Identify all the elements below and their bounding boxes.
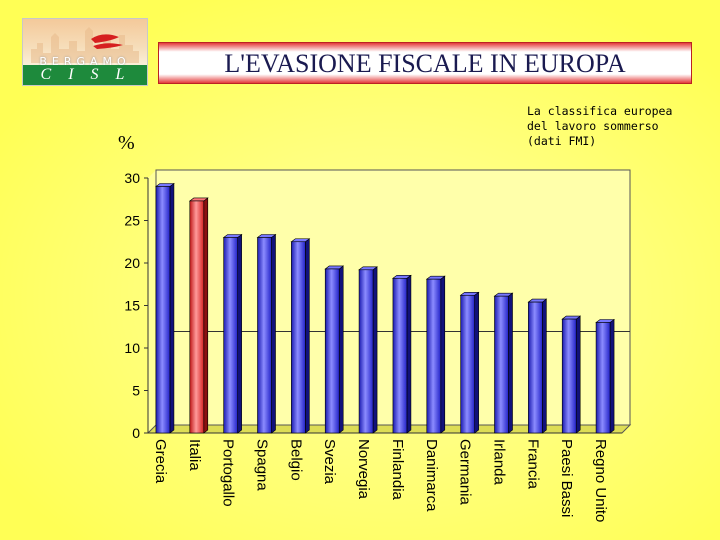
bar-7 [392,277,408,434]
y-tick-label-4: 20 [124,255,140,271]
page-title: L'EVASIONE FISCALE IN EUROPA [224,49,626,78]
bar-13 [595,322,611,434]
bar-11 [528,301,543,434]
chart-subtitle: La classifica europea del lavoro sommers… [527,104,717,149]
y-tick-label-2: 10 [124,340,140,356]
x-tick-label-4: Belgio [287,439,304,481]
x-tick-label-13: Regno Unito [592,439,609,522]
bar-side-13 [609,318,615,434]
bar-0 [155,186,171,434]
bar-side-0 [169,182,175,434]
cisl-logo: BERGAMO CISL [22,18,148,86]
x-tick-label-7: Finlandia [389,439,406,501]
bar-6 [358,269,374,434]
bar-side-8 [440,275,446,434]
bar-3 [257,237,272,434]
subtitle-line-2: del lavoro sommerso [527,119,659,133]
bar-side-6 [372,266,378,434]
subtitle-line-1: La classifica europea [527,104,673,118]
bar-5 [324,268,340,434]
title-banner: L'EVASIONE FISCALE IN EUROPA [158,42,692,84]
x-tick-label-9: Germania [457,439,474,506]
logo-skyline [23,19,147,65]
subtitle-line-3: (dati FMI) [527,134,597,148]
bar-4 [291,241,306,434]
city-skyline-icon [31,27,139,63]
logo-cisl-text: CISL [40,66,142,83]
bar-side-3 [271,233,276,434]
y-axis-label: % [118,132,135,154]
bar-12 [561,318,577,434]
x-tick-label-3: Spagna [254,439,271,491]
x-tick-label-10: Irlanda [491,439,508,486]
logo-bergamo-text: BERGAMO [39,55,131,68]
bar-side-7 [406,274,412,434]
x-tick-label-12: Paesi Bassi [558,439,575,517]
x-tick-label-2: Portogallo [220,439,237,507]
x-tick-label-11: Francia [524,439,541,490]
y-tick-label-6: 30 [124,170,140,186]
x-tick-label-5: Svezia [321,439,338,485]
y-tick-label-5: 25 [124,213,140,229]
logo-green-band [23,65,147,85]
bar-side-10 [508,292,513,434]
bar-side-5 [338,265,344,434]
bar-side-9 [474,291,479,434]
bar-2 [223,237,238,434]
bar-side-4 [305,238,310,434]
x-tick-label-6: Norvegia [355,439,372,500]
bar-side-2 [237,233,242,434]
bar-10 [494,295,509,434]
y-tick-label-0: 0 [132,425,140,441]
x-tick-label-1: Italia [186,439,203,471]
bar-side-11 [542,298,547,434]
bar-9 [460,294,475,434]
bar-side-12 [575,315,581,434]
bar-side-1 [203,197,209,434]
y-tick-label-3: 15 [124,298,140,314]
y-tick-label-1: 5 [132,383,140,399]
bar-8 [426,278,442,434]
plot-floor [146,424,632,434]
x-tick-label-8: Danimarca [423,439,440,512]
x-tick-label-0: Grecia [152,439,169,484]
bar-1 [189,200,205,434]
